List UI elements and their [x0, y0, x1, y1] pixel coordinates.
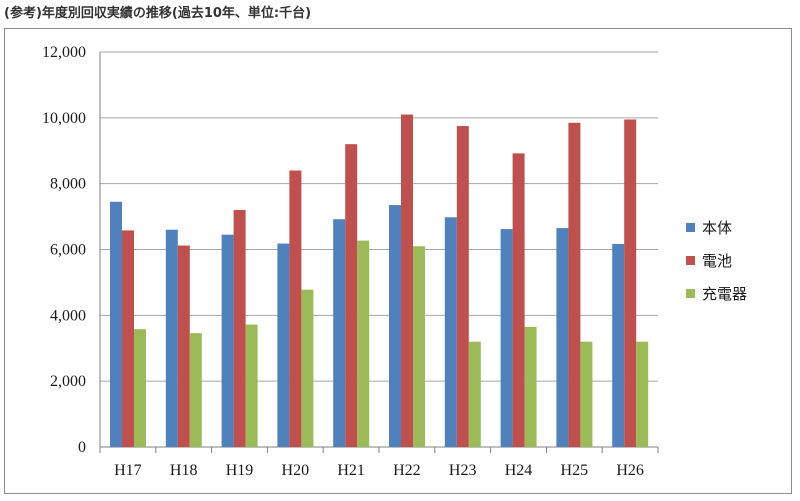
- x-tick-label: H22: [393, 462, 421, 479]
- bar-充電器-H26: [636, 341, 649, 447]
- y-tick-label: 8,000: [50, 176, 86, 193]
- bar-充電器-H24: [524, 326, 537, 447]
- bar-充電器-H20: [301, 289, 314, 447]
- bar-電池-H23: [456, 126, 469, 447]
- bar-本体-H24: [500, 229, 513, 447]
- bar-本体-H26: [612, 243, 625, 447]
- x-tick-label: H19: [226, 462, 254, 479]
- bar-本体-H19: [221, 234, 234, 447]
- bar-充電器-H23: [468, 341, 481, 447]
- y-tick-label: 12,000: [42, 44, 86, 61]
- x-tick-label: H21: [337, 462, 365, 479]
- legend-label: 充電器: [702, 285, 747, 303]
- y-tick-label: 2,000: [50, 373, 86, 390]
- legend-label: 電池: [702, 252, 732, 270]
- bar-電池-H25: [568, 122, 581, 447]
- y-tick-label: 10,000: [42, 110, 86, 127]
- bar-本体-H23: [444, 217, 457, 447]
- legend-swatch: [686, 223, 695, 232]
- bar-電池-H18: [177, 245, 190, 447]
- legend-label: 本体: [702, 219, 732, 237]
- bar-電池-H26: [624, 119, 637, 448]
- y-tick-label: 6,000: [50, 242, 86, 259]
- bar-電池-H17: [122, 230, 134, 447]
- bar-電池-H19: [233, 210, 246, 447]
- bar-充電器-H19: [245, 324, 258, 447]
- bar-本体-H22: [389, 205, 401, 447]
- x-tick-label: H18: [170, 462, 198, 479]
- y-tick-label: 0: [78, 439, 86, 456]
- bar-本体-H18: [165, 229, 178, 447]
- bar-電池-H24: [512, 153, 525, 447]
- bar-充電器-H21: [357, 240, 370, 447]
- bar-電池-H20: [289, 170, 302, 447]
- bar-本体-H25: [556, 228, 569, 447]
- x-tick-label: H17: [114, 462, 142, 479]
- x-tick-label: H23: [449, 462, 477, 479]
- bar-本体-H21: [333, 219, 346, 447]
- bar-電池-H22: [401, 114, 413, 448]
- y-tick-label: 4,000: [50, 307, 86, 324]
- x-tick-label: H26: [616, 462, 644, 479]
- bar-充電器-H22: [413, 246, 425, 447]
- bar-本体-H17: [110, 201, 122, 447]
- x-tick-label: H25: [561, 462, 589, 479]
- bar-本体-H20: [277, 243, 290, 447]
- chart-caption: (参考)年度別回収実績の推移(過去10年、単位:千台): [4, 6, 312, 21]
- bar-充電器-H18: [189, 333, 202, 447]
- legend-swatch: [686, 289, 695, 298]
- bar-充電器-H17: [134, 329, 146, 447]
- bar-電池-H21: [345, 144, 358, 447]
- bar-充電器-H25: [580, 341, 593, 447]
- legend-swatch: [686, 256, 695, 265]
- x-tick-label: H24: [505, 462, 533, 479]
- x-tick-label: H20: [282, 462, 310, 479]
